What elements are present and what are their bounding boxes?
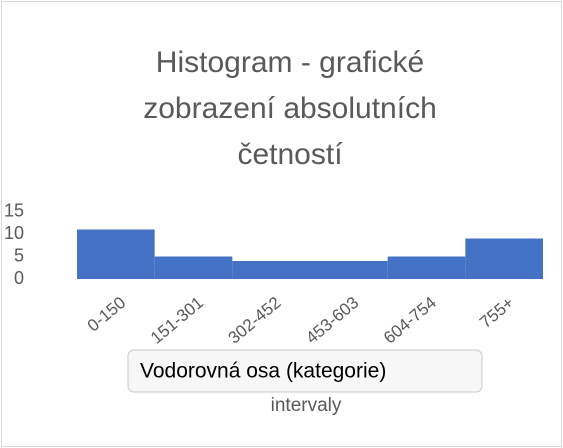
chart-title: četností [237, 138, 343, 171]
bar [77, 229, 155, 279]
bar [232, 261, 310, 279]
bar [154, 256, 233, 279]
y-tick-label: 5 [14, 245, 24, 265]
y-tick-label: 0 [14, 268, 24, 288]
bar [310, 261, 388, 279]
bar [387, 256, 466, 279]
chart-title: Histogram - grafické [156, 46, 424, 79]
tooltip-box [127, 349, 483, 393]
chart-title: zobrazení absolutních [143, 92, 437, 125]
tooltip-text: Vodorovná osa (kategorie) [140, 360, 386, 383]
x-axis-title: intervaly [271, 395, 342, 416]
bar [465, 238, 543, 279]
y-tick-label: 10 [4, 223, 24, 243]
y-tick-label: 15 [4, 200, 24, 220]
